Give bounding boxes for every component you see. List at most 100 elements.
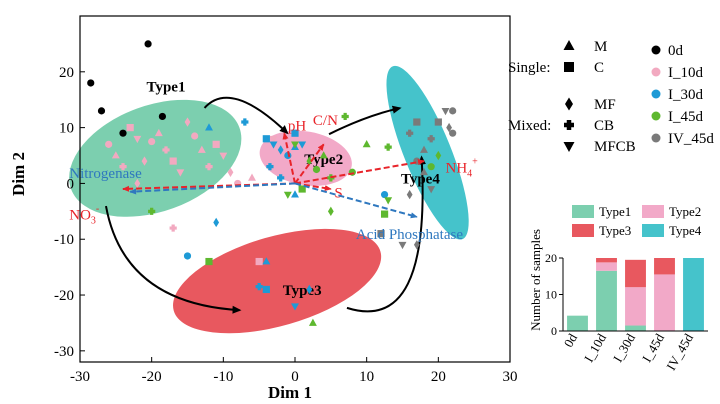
legend-mixed-label: Mixed: [508, 118, 551, 134]
point-i-45d [380, 210, 389, 218]
point-i-45d [312, 165, 321, 174]
vector-label-nitrogenase: Nitrogenase [69, 166, 142, 182]
vector-label-nh: NH4+ [446, 156, 479, 179]
bar-legend-label-type3: Type3 [599, 223, 631, 238]
bar-iv-45d-type4 [683, 258, 704, 331]
ellipse-label-type4: Type4 [401, 171, 440, 187]
bars [567, 258, 704, 331]
y-axis-label: Dim 2 [9, 152, 28, 196]
point-i-45d [308, 318, 317, 326]
point-i-45d [298, 185, 306, 193]
ellipse-label-type1: Type1 [147, 79, 186, 95]
point-i-45d [291, 141, 299, 149]
legend-colors: 0d I_10d I_30d I_45d IV_45d [651, 43, 714, 147]
bar-y-tick-label: 10 [545, 288, 557, 302]
legend-shape-label-m: M [594, 39, 607, 55]
point-i-30d [183, 252, 192, 260]
point-0d [144, 40, 152, 48]
bar-y-axis-label: Number of samples [528, 229, 543, 331]
arrow-type1-to-type2 [203, 96, 289, 135]
point-i-10d [205, 163, 213, 171]
x-axis-label: Dim 1 [268, 383, 312, 402]
vector-s [294, 182, 332, 192]
bar-y-tick-label: 0 [551, 324, 557, 338]
bar-legend-label-type4: Type4 [669, 223, 702, 238]
legend-color-i-10d [651, 67, 661, 77]
bar-0d-type1 [567, 315, 588, 331]
point-iv-45d [427, 135, 435, 143]
bar-i-45d-type3 [654, 258, 675, 275]
bar-legend-swatch-type4 [642, 224, 664, 237]
bar-y-tick-label: 20 [545, 251, 557, 265]
plot-axes: -30 -20 -10 0 10 20 30 -30 -20 -10 0 10 20 [54, 15, 518, 385]
point-iv-45d [441, 107, 450, 116]
point-i-45d [319, 151, 328, 159]
x-tick-label: 30 [503, 369, 518, 385]
point-i-10d [169, 157, 177, 165]
point-i-30d [205, 123, 213, 131]
point-0d [158, 112, 167, 121]
arrow-type1-to-type3 [104, 205, 242, 314]
legend-shape-label-c: C [594, 60, 604, 76]
x-tick-label: -10 [213, 369, 233, 385]
ellipse-type2 [259, 130, 352, 186]
point-i-30d [241, 118, 249, 126]
vector-label-s: S [334, 185, 342, 201]
stacked-bar-chart: Type1 Type2 Type3 Type4 0 10 20 0d I_10d I_30d I_… [528, 204, 708, 373]
point-i-45d [435, 150, 442, 161]
point-i-30d [291, 303, 299, 311]
point-i-10d [154, 128, 163, 137]
ellipse-type1 [69, 99, 242, 217]
y-tick-label: -20 [54, 288, 74, 304]
point-i-10d [111, 151, 120, 159]
point-i-30d [262, 257, 271, 265]
y-tick-label: 10 [59, 121, 74, 137]
bar-legend-label-type1: Type1 [599, 204, 631, 219]
point-i-30d [277, 174, 285, 182]
point-i-10d [141, 156, 148, 166]
point-iv-45d [406, 189, 413, 200]
point-i-10d [248, 173, 256, 181]
point-i-30d [291, 190, 299, 198]
legend-shape-label-cb: CB [594, 118, 614, 134]
point-i-10d [197, 145, 206, 153]
bar-i-10d-type2 [596, 262, 617, 271]
point-i-30d [262, 285, 270, 294]
bar-x-tick-label: I_30d [610, 331, 638, 365]
point-i-10d [255, 257, 263, 266]
point-i-10d [148, 137, 156, 146]
point-i-45d [384, 143, 392, 151]
point-i-45d [427, 163, 435, 171]
point-i-30d [213, 217, 220, 228]
point-iv-45d [449, 129, 457, 137]
vector-nh [294, 159, 425, 185]
point-iv-45d [420, 167, 428, 176]
arrow-type3-to-type4 [346, 155, 426, 313]
vector-label-c-n: C/N [313, 113, 338, 129]
point-i-45d [341, 112, 349, 121]
bar-i-30d-type2 [625, 287, 646, 326]
x-tick-label: -30 [70, 369, 90, 385]
point-i-45d [384, 197, 393, 205]
transition-arrows [104, 96, 426, 314]
point-i-30d [291, 129, 299, 137]
point-i-30d [262, 135, 270, 143]
legend-color-i-30d [651, 89, 661, 99]
point-i-10d [212, 140, 220, 148]
point-iv-45d [446, 122, 452, 133]
legend-color-label-0d: 0d [668, 43, 684, 59]
y-tick-label: -30 [54, 344, 74, 360]
point-iv-45d [420, 145, 428, 153]
point-iv-45d [413, 240, 420, 250]
point-i-30d [255, 283, 263, 291]
point-0d [97, 107, 106, 115]
point-i-45d [148, 207, 156, 215]
point-i-10d [176, 169, 185, 177]
point-i-10d [269, 135, 278, 144]
x-tick-label: 20 [431, 369, 446, 385]
legend-shape-label-mf: MF [594, 97, 616, 113]
group-labels: Type1 Type2 Type3 Type4 [147, 79, 441, 299]
